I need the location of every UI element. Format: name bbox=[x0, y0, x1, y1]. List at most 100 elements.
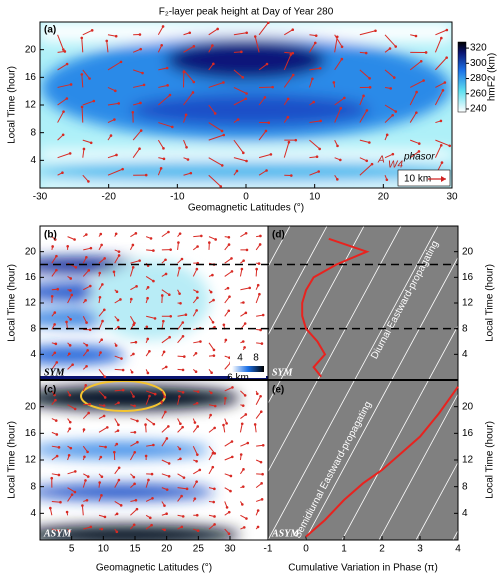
wind-arrow-head bbox=[82, 147, 86, 151]
wind-arrow-head bbox=[264, 129, 268, 133]
wind-arrow bbox=[83, 285, 91, 291]
wind-arrow-head bbox=[130, 370, 134, 374]
wind-arrow bbox=[309, 120, 321, 124]
wind-arrow bbox=[57, 98, 68, 106]
wind-arrow-head bbox=[178, 292, 181, 295]
wind-arrow-head bbox=[240, 50, 243, 54]
wind-arrow-head bbox=[212, 348, 216, 352]
wind-arrow bbox=[67, 404, 76, 410]
wind-arrow-head bbox=[198, 468, 202, 472]
wind-arrow-head bbox=[131, 110, 135, 114]
wind-arrow-head bbox=[71, 363, 74, 366]
wind-arrow bbox=[193, 235, 202, 238]
wind-arrow bbox=[284, 29, 294, 36]
x-tick-label: 30 bbox=[224, 544, 236, 555]
x-axis-label: Geomagnetic Latitudes (°) bbox=[96, 563, 212, 574]
wind-arrow-head bbox=[211, 451, 215, 455]
wind-arrow-head bbox=[245, 159, 248, 163]
wind-arrow-head bbox=[419, 59, 423, 63]
y-tick-label: 4 bbox=[462, 508, 468, 519]
wind-arrow-head bbox=[147, 478, 150, 482]
wind-arrow-head bbox=[101, 319, 104, 323]
wind-arrow-head bbox=[113, 450, 116, 454]
wind-arrow-head bbox=[259, 460, 263, 464]
y-axis-label: Local Time (hour) bbox=[7, 66, 18, 144]
wind-arrow-head bbox=[89, 141, 93, 145]
wind-arrow-head bbox=[335, 35, 339, 39]
wind-arrow bbox=[145, 390, 156, 395]
colorbar-tick-label: 4 bbox=[237, 353, 243, 364]
wind-arrow bbox=[409, 80, 424, 88]
y-tick-label: 8 bbox=[462, 481, 468, 492]
wind-arrow-head bbox=[167, 230, 170, 234]
wind-arrow bbox=[255, 411, 262, 419]
x-tick-label: 2 bbox=[379, 544, 385, 555]
wind-arrow-head bbox=[98, 296, 102, 299]
wind-arrow-head bbox=[148, 394, 151, 398]
wind-arrow-head bbox=[53, 311, 57, 314]
wind-arrow-head bbox=[374, 29, 377, 33]
wind-arrow bbox=[158, 94, 171, 106]
wind-arrow bbox=[157, 139, 164, 149]
wind-arrow-head bbox=[73, 490, 77, 494]
wind-arrow-head bbox=[170, 125, 174, 129]
wind-arrow-head bbox=[242, 259, 245, 262]
wind-arrow-head bbox=[62, 110, 65, 113]
wind-arrow-head bbox=[117, 254, 121, 257]
wind-arrow bbox=[133, 84, 145, 88]
wind-arrow-head bbox=[239, 453, 243, 456]
wind-arrow-head bbox=[244, 231, 248, 235]
wind-arrow-head bbox=[135, 507, 139, 511]
wind-arrow-head bbox=[213, 487, 216, 491]
wind-arrow-head bbox=[68, 152, 72, 155]
wind-arrow bbox=[82, 174, 89, 182]
wind-arrow-head bbox=[138, 147, 141, 151]
wind-arrow-head bbox=[165, 488, 169, 491]
wind-arrow-head bbox=[255, 267, 258, 271]
wind-arrow-head bbox=[185, 487, 189, 491]
wind-arrow-head bbox=[167, 425, 170, 428]
wind-arrow-head bbox=[160, 400, 163, 404]
wind-arrow-head bbox=[67, 453, 71, 457]
colorbar-tick-label: 240 bbox=[470, 104, 487, 115]
wind-arrow-head bbox=[213, 404, 217, 408]
wind-arrow-head bbox=[311, 77, 314, 81]
y-axis-label: Local Time (hour) bbox=[7, 421, 18, 499]
corner-label: ASYM bbox=[43, 528, 72, 539]
wind-arrow-head bbox=[62, 48, 65, 51]
annotation: A bbox=[377, 155, 385, 166]
wind-arrow-head bbox=[212, 62, 215, 66]
y-tick-label: 12 bbox=[25, 455, 37, 466]
wind-arrow-head bbox=[317, 170, 320, 173]
wind-arrow-head bbox=[168, 93, 172, 97]
wind-arrow-head bbox=[86, 475, 90, 478]
wind-arrow-head bbox=[103, 257, 106, 260]
wind-arrow-head bbox=[196, 453, 199, 456]
colorbar bbox=[457, 41, 467, 113]
wind-arrow bbox=[57, 152, 71, 159]
corner-label: SYM bbox=[272, 367, 294, 378]
wind-arrow-head bbox=[370, 162, 374, 166]
wind-arrow-head bbox=[365, 109, 369, 112]
wind-arrow-head bbox=[194, 351, 198, 355]
wind-arrow-head bbox=[286, 115, 290, 119]
wind-arrow-head bbox=[294, 138, 298, 142]
wind-arrow-head bbox=[115, 290, 119, 294]
wind-arrow bbox=[258, 63, 268, 71]
x-tick-label: 1 bbox=[341, 544, 347, 555]
wind-arrow-head bbox=[54, 419, 58, 422]
wind-arrow-head bbox=[162, 350, 166, 354]
wind-arrow-head bbox=[49, 506, 52, 510]
wind-arrow bbox=[258, 22, 269, 36]
wind-arrow-head bbox=[368, 77, 371, 80]
wind-arrow-head bbox=[86, 349, 89, 352]
wind-arrow-head bbox=[119, 298, 122, 301]
wind-arrow-head bbox=[440, 36, 443, 40]
wind-arrow-head bbox=[242, 301, 245, 304]
wind-arrow-head bbox=[313, 41, 317, 45]
wind-arrow-head bbox=[200, 234, 203, 238]
wind-arrow bbox=[183, 92, 194, 106]
wind-arrow-head bbox=[414, 34, 418, 38]
wind-arrow bbox=[161, 336, 170, 344]
wind-arrow-head bbox=[132, 395, 135, 398]
